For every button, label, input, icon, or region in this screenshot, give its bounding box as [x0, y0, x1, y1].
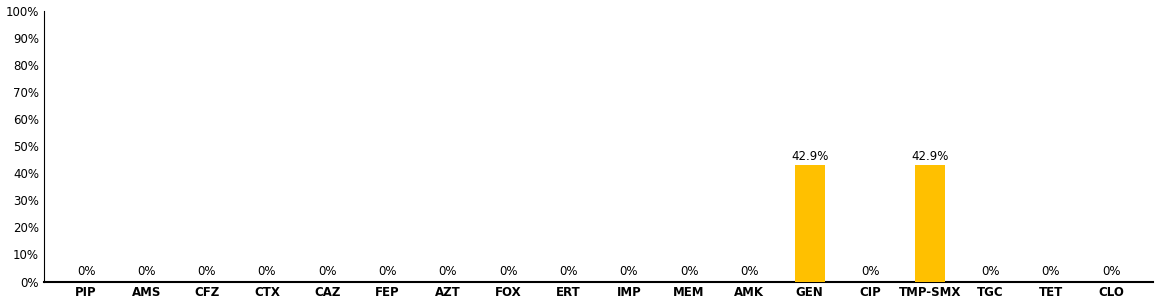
Text: 0%: 0% [741, 265, 759, 278]
Text: 0%: 0% [378, 265, 396, 278]
Text: 0%: 0% [438, 265, 457, 278]
Bar [916, 165, 946, 282]
Text: 0%: 0% [76, 265, 95, 278]
Text: 0%: 0% [620, 265, 637, 278]
Text: 0%: 0% [1102, 265, 1121, 278]
Text: 0%: 0% [559, 265, 577, 278]
Text: 42.9%: 42.9% [912, 149, 949, 163]
Text: 0%: 0% [257, 265, 276, 278]
Text: 0%: 0% [318, 265, 336, 278]
Text: 0%: 0% [1042, 265, 1060, 278]
Text: 42.9%: 42.9% [790, 149, 829, 163]
Text: 0%: 0% [197, 265, 216, 278]
Text: 0%: 0% [680, 265, 699, 278]
Text: 0%: 0% [982, 265, 1000, 278]
Text: 0%: 0% [861, 265, 880, 278]
Text: 0%: 0% [498, 265, 517, 278]
Text: 0%: 0% [137, 265, 155, 278]
Bar [795, 165, 825, 282]
